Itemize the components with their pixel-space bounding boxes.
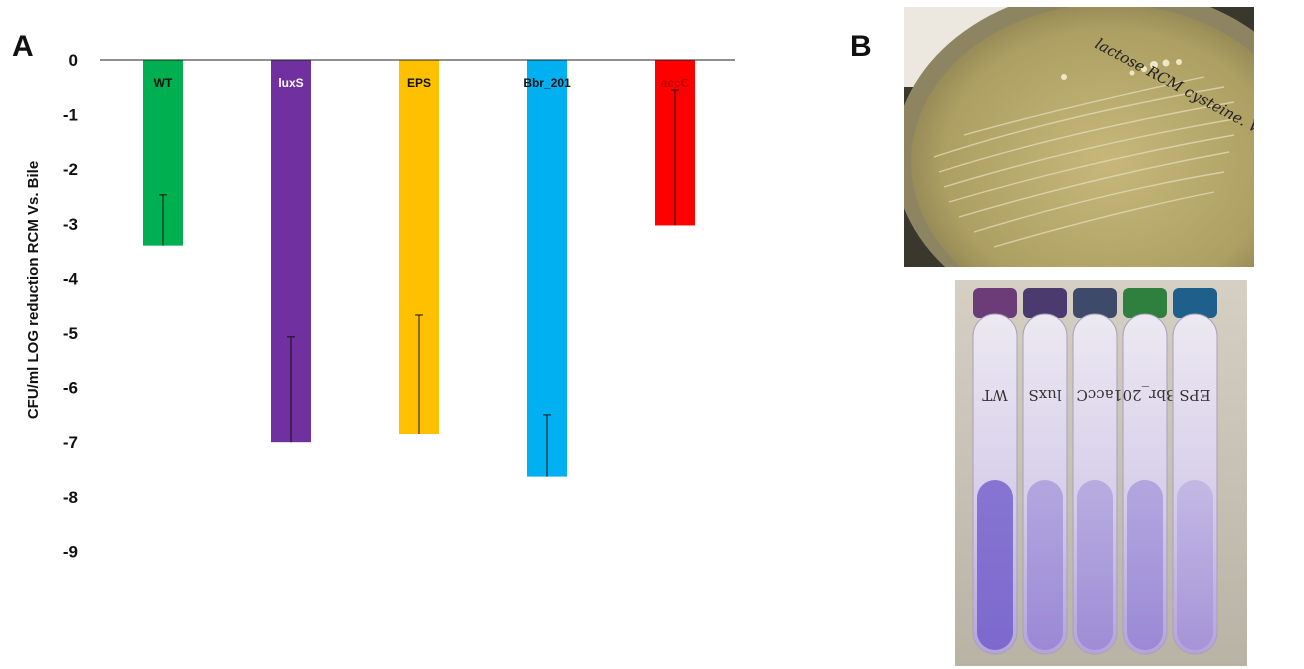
- biofilm-stain: [1077, 480, 1113, 650]
- biofilm-stain: [1127, 480, 1163, 650]
- tube-cap: [1123, 288, 1167, 318]
- tube-label: WT: [982, 386, 1007, 404]
- y-tick-label: -7: [63, 433, 78, 452]
- bar-chart: 0 -1 -2 -3 -4 -5 -6 -7 -8 -9 WT luxS EPS Bbr_201 accC…: [25, 51, 735, 561]
- tube-label: Bbr_201: [1113, 386, 1177, 404]
- y-tick-label: 0: [69, 51, 78, 70]
- y-axis-label: CFU/ml LOG reduction RCM Vs. Bile: [25, 161, 42, 419]
- error-bar-eps: [415, 314, 423, 435]
- panel-a-label: A: [12, 30, 34, 63]
- category-label: accC: [661, 76, 690, 90]
- tube-label: accC: [1076, 386, 1113, 404]
- y-tick-label: -1: [63, 106, 78, 125]
- category-label: WT: [154, 76, 173, 90]
- biofilm-stain: [1027, 480, 1063, 650]
- tube-group: WT luxS accC Bbr_201 EPS: [972, 288, 1218, 655]
- y-tick-label: -4: [63, 269, 79, 288]
- tube-cap: [1023, 288, 1067, 318]
- error-bar-bbr_201: [543, 414, 551, 477]
- bar-bbr_201: [527, 60, 567, 477]
- bars: [143, 60, 695, 477]
- error-bar-wt: [159, 194, 167, 246]
- y-tick-label: -3: [63, 215, 78, 234]
- biofilm-stain: [977, 480, 1013, 650]
- category-labels: WT luxS EPS Bbr_201 accC: [154, 76, 690, 90]
- test-tube: [1172, 313, 1218, 655]
- tube-label: EPS: [1179, 386, 1210, 404]
- y-tick-label: -5: [63, 324, 78, 343]
- tube-cap: [1073, 288, 1117, 318]
- category-label: Bbr_201: [523, 76, 571, 90]
- biofilm-stain: [1177, 480, 1213, 650]
- test-tube: [1022, 313, 1068, 655]
- category-label: EPS: [407, 76, 431, 90]
- tube-cap: [1173, 288, 1217, 318]
- error-bars: [159, 89, 679, 477]
- y-tick-label: -6: [63, 379, 78, 398]
- y-tick-label: -2: [63, 160, 78, 179]
- y-axis-ticks: 0 -1 -2 -3 -4 -5 -6 -7 -8 -9: [63, 51, 79, 561]
- test-tube: [1122, 313, 1168, 655]
- category-label: luxS: [278, 76, 303, 90]
- agar-plate-photo: lactose RCM cysteine. WT Bile: [904, 7, 1254, 267]
- y-tick-label: -8: [63, 488, 78, 507]
- error-bar-luxs: [287, 336, 295, 443]
- test-tube: [1072, 313, 1118, 655]
- crystal-violet-tubes-photo: WT luxS accC Bbr_201 EPS: [955, 280, 1247, 666]
- tube-cap: [973, 288, 1017, 318]
- panel-b-label: B: [850, 30, 872, 63]
- tube-label: luxS: [1028, 386, 1061, 404]
- y-tick-label: -9: [63, 542, 78, 561]
- error-bar-accc: [671, 89, 679, 226]
